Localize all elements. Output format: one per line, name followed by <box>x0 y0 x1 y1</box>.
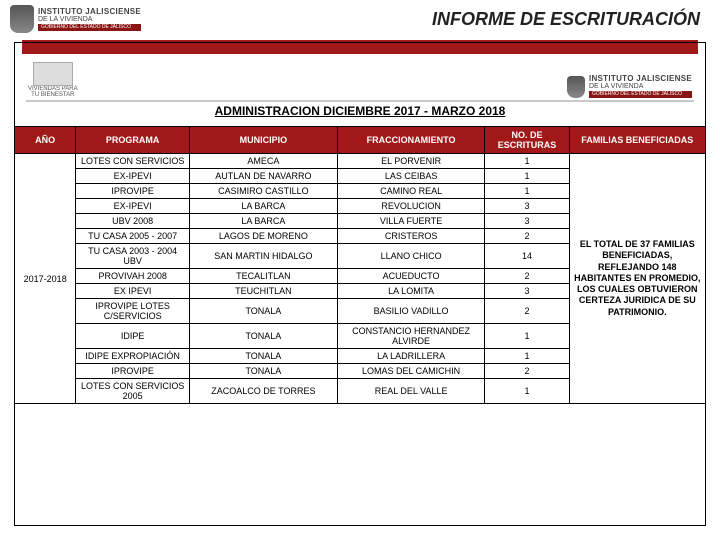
cell-prog: IPROVIPE LOTES C/SERVICIOS <box>76 299 190 324</box>
col-escrituras: NO. DE ESCRITURAS <box>485 127 569 154</box>
cell-mun: LA BARCA <box>190 199 338 214</box>
cell-mun: SAN MARTIN HIDALGO <box>190 244 338 269</box>
cell-prog: LOTES CON SERVICIOS <box>76 154 190 169</box>
col-programa: PROGRAMA <box>76 127 190 154</box>
cell-frac: CONSTANCIO HERNANDEZ ALVIRDE <box>337 324 485 349</box>
cell-frac: VILLA FUERTE <box>337 214 485 229</box>
cell-prog: PROVIVAH 2008 <box>76 269 190 284</box>
col-ano: AÑO <box>15 127 76 154</box>
cell-prog: UBV 2008 <box>76 214 190 229</box>
cell-esc: 3 <box>485 199 569 214</box>
cell-prog: IPROVIPE <box>76 364 190 379</box>
institute-line1: INSTITUTO JALISCIENSE <box>38 8 141 16</box>
cell-esc: 1 <box>485 154 569 169</box>
cell-frac: REVOLUCION <box>337 199 485 214</box>
gov-label: GOBIERNO DEL ESTADO DE JALISCO <box>38 24 141 31</box>
cell-mun: LAGOS DE MORENO <box>190 229 338 244</box>
table-row: 2017-2018 LOTES CON SERVICIOS AMECA EL P… <box>15 154 706 169</box>
cell-mun: TONALA <box>190 364 338 379</box>
side-summary: EL TOTAL DE 37 FAMILIAS BENEFICIADAS, RE… <box>569 154 705 404</box>
cell-esc: 2 <box>485 229 569 244</box>
col-fracc: FRACCIONAMIENTO <box>337 127 485 154</box>
cell-esc: 3 <box>485 214 569 229</box>
cell-prog: EX IPEVI <box>76 284 190 299</box>
cell-mun: CASIMIRO CASTILLO <box>190 184 338 199</box>
cell-mun: TECALITLAN <box>190 269 338 284</box>
top-logo: INSTITUTO JALISCIENSE DE LA VIVIENDA GOB… <box>10 5 141 33</box>
cell-frac: BASILIO VADILLO <box>337 299 485 324</box>
cell-mun: TEUCHITLAN <box>190 284 338 299</box>
cell-prog: IDIPE EXPROPIACIÓN <box>76 349 190 364</box>
cell-mun: TONALA <box>190 299 338 324</box>
cell-mun: TONALA <box>190 324 338 349</box>
cell-frac: REAL DEL VALLE <box>337 379 485 404</box>
institute-line2: DE LA VIVIENDA <box>38 16 141 23</box>
cell-prog: IPROVIPE <box>76 184 190 199</box>
cell-esc: 1 <box>485 349 569 364</box>
cell-mun: LA BARCA <box>190 214 338 229</box>
table-header-row: AÑO PROGRAMA MUNICIPIO FRACCIONAMIENTO N… <box>15 127 706 154</box>
institute-text: INSTITUTO JALISCIENSE DE LA VIVIENDA GOB… <box>38 8 141 31</box>
cell-frac: EL PORVENIR <box>337 154 485 169</box>
cell-frac: LAS CEIBAS <box>337 169 485 184</box>
cell-prog: EX-IPEVI <box>76 199 190 214</box>
cell-frac: LA LOMITA <box>337 284 485 299</box>
cell-esc: 1 <box>485 184 569 199</box>
cell-mun: AUTLAN DE NAVARRO <box>190 169 338 184</box>
shield-icon <box>10 5 34 33</box>
house-icon <box>33 62 73 86</box>
cell-prog: TU CASA 2003 - 2004 UBV <box>76 244 190 269</box>
cell-esc: 1 <box>485 324 569 349</box>
cell-mun: AMECA <box>190 154 338 169</box>
cell-prog: EX-IPEVI <box>76 169 190 184</box>
cell-frac: ACUEDUCTO <box>337 269 485 284</box>
col-familias: FAMILIAS BENEFICIADAS <box>569 127 705 154</box>
cell-esc: 2 <box>485 269 569 284</box>
cell-mun: ZACOALCO DE TORRES <box>190 379 338 404</box>
cell-esc: 1 <box>485 379 569 404</box>
data-table: AÑO PROGRAMA MUNICIPIO FRACCIONAMIENTO N… <box>14 126 706 404</box>
table-body: 2017-2018 LOTES CON SERVICIOS AMECA EL P… <box>15 154 706 404</box>
cell-esc: 3 <box>485 284 569 299</box>
cell-prog: TU CASA 2005 - 2007 <box>76 229 190 244</box>
cell-frac: LLANO CHICO <box>337 244 485 269</box>
cell-esc: 14 <box>485 244 569 269</box>
col-municipio: MUNICIPIO <box>190 127 338 154</box>
cell-frac: LOMAS DEL CAMICHIN <box>337 364 485 379</box>
cell-year: 2017-2018 <box>15 154 76 404</box>
cell-frac: LA LADRILLERA <box>337 349 485 364</box>
cell-mun: TONALA <box>190 349 338 364</box>
cell-frac: CRISTEROS <box>337 229 485 244</box>
cell-prog: LOTES CON SERVICIOS 2005 <box>76 379 190 404</box>
cell-esc: 1 <box>485 169 569 184</box>
page-title: INFORME DE ESCRITURACIÓN <box>141 9 710 30</box>
cell-prog: IDIPE <box>76 324 190 349</box>
cell-esc: 2 <box>485 299 569 324</box>
cell-frac: CAMINO REAL <box>337 184 485 199</box>
top-header: INSTITUTO JALISCIENSE DE LA VIVIENDA GOB… <box>0 0 720 36</box>
cell-esc: 2 <box>485 364 569 379</box>
